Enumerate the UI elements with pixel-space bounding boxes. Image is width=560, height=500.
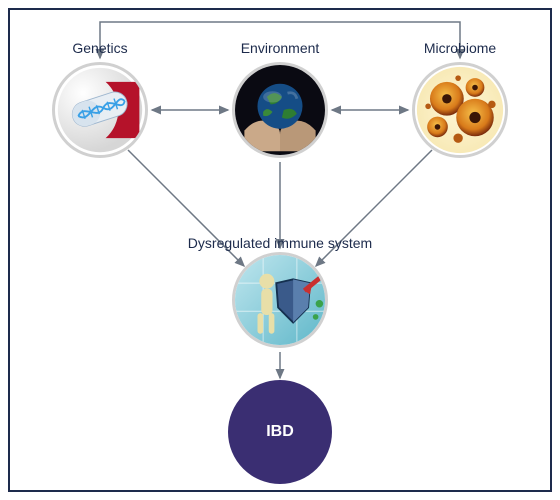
label-immune: Dysregulated immune system	[188, 235, 372, 251]
node-immune	[232, 252, 328, 348]
environment-icon	[235, 62, 325, 158]
node-genetics	[52, 62, 148, 158]
ibd-text: IBD	[266, 423, 294, 441]
label-genetics: Genetics	[72, 40, 127, 56]
genetics-icon	[55, 62, 145, 158]
label-environment: Environment	[241, 40, 320, 56]
node-environment	[232, 62, 328, 158]
node-microbiome	[412, 62, 508, 158]
microbiome-icon	[415, 62, 505, 158]
immune-icon	[235, 252, 325, 348]
node-ibd: IBD	[228, 380, 332, 484]
label-microbiome: Microbiome	[424, 40, 496, 56]
